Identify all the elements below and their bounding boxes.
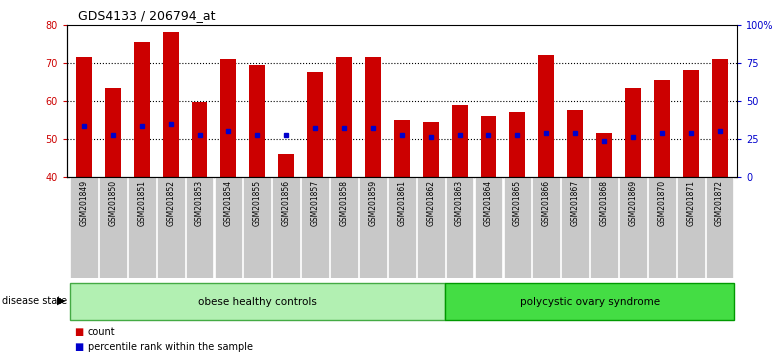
Bar xyxy=(510,112,525,177)
FancyBboxPatch shape xyxy=(128,177,156,278)
FancyBboxPatch shape xyxy=(648,177,676,278)
Text: GDS4133 / 206794_at: GDS4133 / 206794_at xyxy=(78,9,216,22)
Bar xyxy=(539,55,554,177)
FancyBboxPatch shape xyxy=(619,177,647,278)
FancyBboxPatch shape xyxy=(70,177,98,278)
Text: GSM201858: GSM201858 xyxy=(339,180,349,226)
Text: GSM201861: GSM201861 xyxy=(397,180,406,226)
Text: GSM201853: GSM201853 xyxy=(195,180,204,226)
Bar xyxy=(567,110,583,177)
FancyBboxPatch shape xyxy=(445,284,734,320)
Text: GSM201871: GSM201871 xyxy=(686,180,695,226)
FancyBboxPatch shape xyxy=(186,177,213,278)
Text: disease state: disease state xyxy=(2,296,67,306)
FancyBboxPatch shape xyxy=(446,177,474,278)
Text: polycystic ovary syndrome: polycystic ovary syndrome xyxy=(520,297,659,307)
Bar xyxy=(134,42,150,177)
Bar xyxy=(76,57,92,177)
FancyBboxPatch shape xyxy=(706,177,734,278)
Text: GSM201862: GSM201862 xyxy=(426,180,435,226)
Bar xyxy=(163,33,179,177)
FancyBboxPatch shape xyxy=(330,177,358,278)
FancyBboxPatch shape xyxy=(388,177,416,278)
Bar xyxy=(625,87,641,177)
FancyBboxPatch shape xyxy=(417,177,445,278)
FancyBboxPatch shape xyxy=(215,177,242,278)
Text: GSM201854: GSM201854 xyxy=(224,180,233,226)
FancyBboxPatch shape xyxy=(561,177,589,278)
Text: ■: ■ xyxy=(74,327,84,337)
Text: ■: ■ xyxy=(74,342,84,352)
Text: GSM201851: GSM201851 xyxy=(137,180,147,226)
FancyBboxPatch shape xyxy=(677,177,705,278)
Bar xyxy=(481,116,496,177)
FancyBboxPatch shape xyxy=(532,177,560,278)
Text: percentile rank within the sample: percentile rank within the sample xyxy=(88,342,252,352)
Text: GSM201869: GSM201869 xyxy=(629,180,637,226)
Text: obese healthy controls: obese healthy controls xyxy=(198,297,317,307)
FancyBboxPatch shape xyxy=(157,177,184,278)
Text: GSM201865: GSM201865 xyxy=(513,180,522,226)
Text: GSM201856: GSM201856 xyxy=(281,180,291,226)
FancyBboxPatch shape xyxy=(272,177,300,278)
Bar xyxy=(712,59,728,177)
Text: ▶: ▶ xyxy=(57,296,66,306)
Bar xyxy=(105,87,121,177)
Bar xyxy=(336,57,352,177)
Text: GSM201850: GSM201850 xyxy=(108,180,118,226)
FancyBboxPatch shape xyxy=(503,177,532,278)
Text: GSM201870: GSM201870 xyxy=(657,180,666,226)
Text: GSM201863: GSM201863 xyxy=(455,180,464,226)
Bar xyxy=(394,120,410,177)
Bar xyxy=(191,102,208,177)
FancyBboxPatch shape xyxy=(359,177,387,278)
Bar xyxy=(278,154,294,177)
FancyBboxPatch shape xyxy=(244,177,271,278)
Bar xyxy=(365,57,381,177)
Text: GSM201866: GSM201866 xyxy=(542,180,551,226)
Bar xyxy=(683,70,699,177)
Bar xyxy=(249,65,265,177)
FancyBboxPatch shape xyxy=(474,177,503,278)
FancyBboxPatch shape xyxy=(590,177,618,278)
Bar xyxy=(654,80,670,177)
Text: GSM201872: GSM201872 xyxy=(715,180,724,226)
Text: GSM201864: GSM201864 xyxy=(484,180,493,226)
Bar xyxy=(220,59,237,177)
Text: GSM201849: GSM201849 xyxy=(79,180,89,226)
FancyBboxPatch shape xyxy=(301,177,329,278)
Text: GSM201868: GSM201868 xyxy=(600,180,608,226)
Bar xyxy=(452,105,467,177)
Text: GSM201857: GSM201857 xyxy=(310,180,320,226)
FancyBboxPatch shape xyxy=(70,284,445,320)
Text: GSM201867: GSM201867 xyxy=(571,180,579,226)
Bar xyxy=(423,122,438,177)
FancyBboxPatch shape xyxy=(99,177,127,278)
Bar xyxy=(596,133,612,177)
Text: GSM201855: GSM201855 xyxy=(252,180,262,226)
Text: GSM201852: GSM201852 xyxy=(166,180,175,226)
Bar xyxy=(307,72,323,177)
Text: count: count xyxy=(88,327,115,337)
Text: GSM201859: GSM201859 xyxy=(368,180,377,226)
